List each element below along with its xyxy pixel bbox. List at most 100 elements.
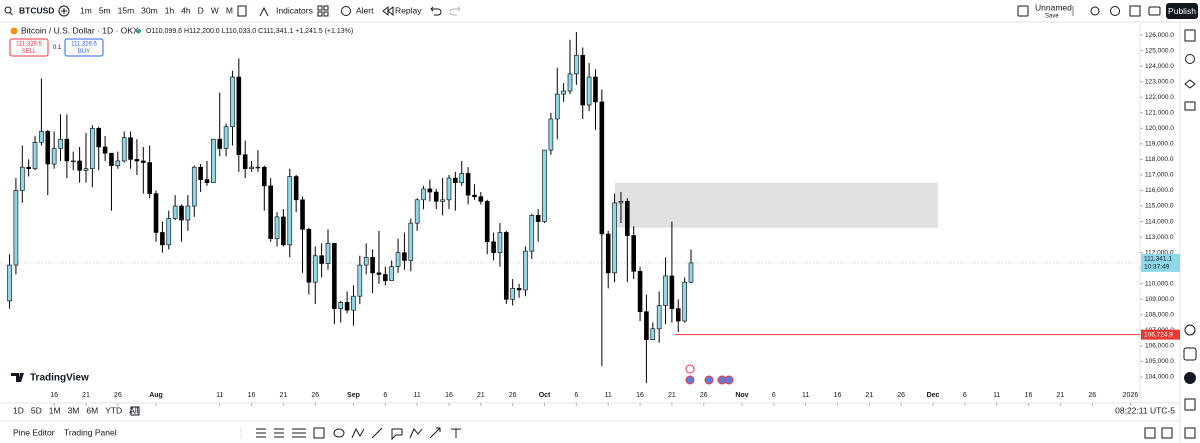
event-icon[interactable] bbox=[704, 375, 714, 385]
symbol[interactable]: BTCUSD bbox=[19, 5, 54, 15]
range-button[interactable]: 3M bbox=[68, 405, 80, 415]
candle-body bbox=[160, 232, 165, 246]
ideas-button[interactable] bbox=[1184, 372, 1196, 384]
replay-button[interactable]: Replay bbox=[395, 5, 422, 15]
date-range-button[interactable] bbox=[130, 406, 140, 416]
x-tick-label: 16 bbox=[50, 392, 58, 399]
redo-button[interactable] bbox=[449, 6, 461, 16]
candle-body bbox=[77, 160, 82, 171]
event-icon[interactable] bbox=[685, 364, 695, 374]
calendar-button[interactable] bbox=[1184, 398, 1196, 411]
interval-button[interactable]: M bbox=[226, 5, 233, 15]
chart-type-button[interactable] bbox=[237, 5, 247, 17]
x-tick-label: 26 bbox=[897, 392, 905, 399]
layout-name[interactable]: Unnamed bbox=[1035, 2, 1072, 12]
candle-body bbox=[574, 54, 579, 75]
alerts-button[interactable] bbox=[1185, 54, 1195, 64]
sell-button[interactable] bbox=[9, 38, 49, 57]
toolbar bbox=[0, 0, 1200, 22]
candle-body bbox=[484, 201, 490, 243]
y-tick-label: 104,000.0 bbox=[1145, 374, 1174, 381]
x-tick-label: 6 bbox=[772, 392, 776, 399]
event-icon[interactable] bbox=[724, 375, 734, 385]
tool-button[interactable] bbox=[313, 427, 325, 439]
tool-button[interactable] bbox=[451, 428, 461, 438]
candle-body bbox=[446, 177, 452, 201]
tool-button[interactable] bbox=[333, 428, 345, 438]
candle-body bbox=[121, 137, 127, 162]
undo-button[interactable] bbox=[430, 6, 442, 16]
tool-button[interactable] bbox=[409, 428, 423, 439]
candle-body bbox=[274, 216, 280, 239]
legend-ohlc: O110,099.6 H112,200.0 L110,033.0 C111,34… bbox=[146, 28, 353, 35]
candle-body bbox=[191, 166, 197, 207]
range-button[interactable]: 6M bbox=[86, 405, 98, 415]
range-button[interactable]: 1D bbox=[13, 405, 24, 415]
candle-body bbox=[580, 54, 586, 106]
candle-body bbox=[465, 173, 471, 196]
candle-body bbox=[599, 101, 605, 235]
panel-toggle[interactable] bbox=[1161, 427, 1173, 439]
bottom-tab[interactable]: Pine Editor bbox=[13, 427, 55, 437]
search-icon[interactable] bbox=[4, 6, 12, 14]
interval-button[interactable]: 5m bbox=[99, 5, 111, 15]
data-window-button[interactable] bbox=[1184, 79, 1196, 89]
interval-button[interactable]: 1m bbox=[80, 5, 92, 15]
alert-button[interactable]: Alert bbox=[356, 5, 374, 15]
dom-button[interactable] bbox=[1184, 324, 1196, 336]
x-tick-label: 21 bbox=[82, 392, 90, 399]
interval-button[interactable]: 30m bbox=[141, 5, 158, 15]
candle-body bbox=[262, 166, 267, 187]
snapshot-button[interactable] bbox=[1148, 6, 1161, 16]
candle-body bbox=[115, 160, 121, 166]
candle-body bbox=[223, 126, 229, 149]
tool-button[interactable] bbox=[292, 428, 306, 438]
interval-button[interactable]: 15m bbox=[118, 5, 135, 15]
candle-body bbox=[440, 199, 445, 202]
interval-button[interactable]: 4h bbox=[181, 5, 191, 15]
indicators-button[interactable]: Indicators bbox=[276, 5, 313, 15]
tool-button[interactable] bbox=[391, 428, 403, 441]
x-tick-label: Dec bbox=[927, 392, 940, 399]
fullscreen-button[interactable] bbox=[1129, 5, 1141, 17]
templates-icon bbox=[323, 11, 329, 17]
range-button[interactable]: 5D bbox=[31, 405, 42, 415]
y-tick-label: 114,000.0 bbox=[1145, 218, 1174, 225]
interval-button[interactable]: D bbox=[198, 5, 204, 15]
publish-button[interactable] bbox=[1166, 3, 1198, 19]
interval-button[interactable]: 1h bbox=[165, 5, 175, 15]
candle-body bbox=[523, 250, 528, 291]
y-tick-label: 120,000.0 bbox=[1145, 125, 1174, 132]
bottom-tab[interactable]: Trading Panel bbox=[64, 427, 117, 437]
compare-button[interactable] bbox=[58, 5, 70, 17]
candle-body bbox=[153, 193, 159, 233]
tool-button[interactable] bbox=[274, 428, 284, 438]
candle-body bbox=[586, 76, 592, 106]
chat-button[interactable] bbox=[1184, 101, 1196, 111]
candle-body bbox=[185, 205, 191, 221]
candle-body bbox=[83, 168, 89, 171]
range-button[interactable]: YTD bbox=[105, 405, 122, 415]
help-button[interactable] bbox=[1184, 427, 1196, 439]
tool-button[interactable] bbox=[371, 427, 383, 439]
candle-body bbox=[625, 201, 630, 236]
tool-button[interactable] bbox=[351, 427, 365, 439]
range-button[interactable]: 1M bbox=[49, 405, 61, 415]
tool-button[interactable] bbox=[256, 428, 266, 438]
interval-button[interactable]: W bbox=[211, 5, 219, 15]
publish-label: Publish bbox=[1168, 6, 1196, 16]
event-icon[interactable] bbox=[685, 375, 695, 385]
buy-button[interactable] bbox=[64, 38, 104, 57]
alert-price-box bbox=[1141, 329, 1180, 340]
clock[interactable]: 08:22:11 UTC-5 bbox=[1115, 405, 1175, 415]
candle-body bbox=[529, 215, 535, 252]
candle-body bbox=[236, 76, 242, 156]
quick-search-button[interactable] bbox=[1090, 6, 1100, 16]
screener-button[interactable] bbox=[1183, 347, 1197, 361]
panel-toggle[interactable] bbox=[1144, 427, 1156, 439]
tool-button[interactable] bbox=[429, 427, 441, 439]
templates-button[interactable] bbox=[317, 5, 323, 11]
settings-button[interactable] bbox=[1110, 6, 1120, 16]
range-button[interactable]: All bbox=[129, 405, 139, 415]
watchlist-button[interactable] bbox=[1184, 29, 1196, 42]
